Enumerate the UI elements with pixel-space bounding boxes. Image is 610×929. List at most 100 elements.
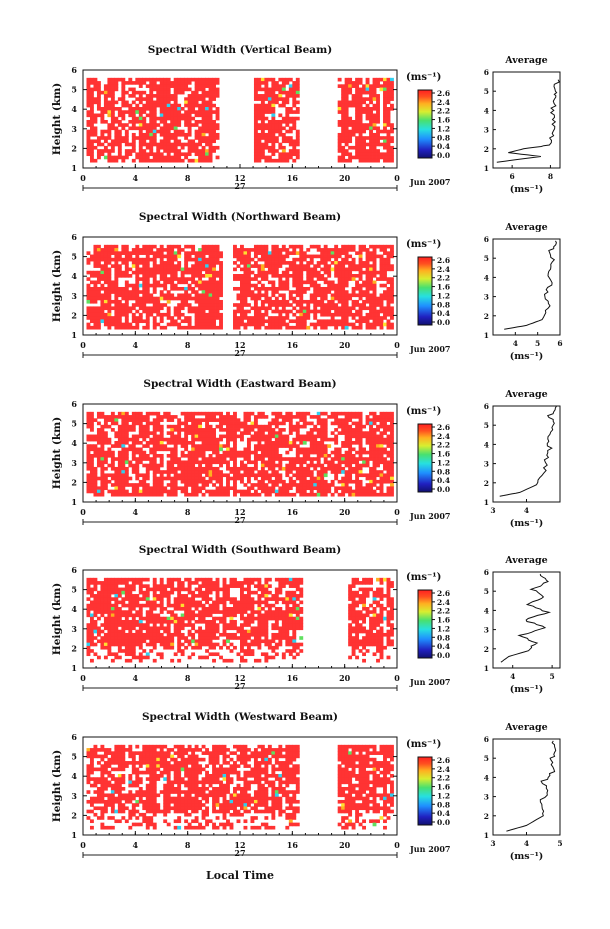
heatmap-cell (212, 483, 216, 487)
heatmap-cell (362, 489, 366, 494)
heatmap-cell (93, 319, 98, 324)
heatmap-cell (369, 309, 373, 314)
heatmap-cell (142, 473, 147, 478)
heatmap-cell (152, 103, 157, 108)
heatmap-cell (145, 283, 150, 288)
heatmap-cell (138, 303, 143, 307)
heatmap-cell (166, 248, 171, 252)
heatmap-cell (271, 290, 276, 294)
heatmap-cell (390, 486, 394, 491)
heatmap-cell (96, 411, 101, 416)
heatmap-cell (166, 277, 171, 281)
heatmap-cell (163, 142, 168, 147)
heatmap-cell (201, 267, 206, 272)
heatmap-cell (344, 325, 349, 330)
heatmap-cell (117, 155, 122, 160)
heatmap-cell (184, 325, 189, 330)
y-tick-label: 1 (71, 163, 77, 173)
heatmap-cell (100, 428, 105, 432)
heatmap-cell (180, 116, 185, 121)
heatmap-cell (205, 411, 209, 416)
heatmap-cell (274, 434, 279, 439)
heatmap-cell (246, 424, 251, 429)
heatmap-cell (295, 270, 300, 275)
heatmap-cell (253, 457, 258, 461)
heatmap-cell (180, 81, 185, 85)
heatmap-cell (215, 155, 220, 160)
x-tick-label: 12 (234, 507, 245, 517)
heatmap-cell (166, 470, 171, 474)
heatmap-cell (299, 296, 304, 301)
heatmap-cell (145, 84, 150, 88)
heatmap-cell (257, 296, 262, 301)
heatmap-cell (149, 158, 154, 163)
heatmap-cell (89, 290, 94, 294)
heatmap-cell (110, 103, 115, 108)
heatmap-cell (295, 267, 300, 272)
heatmap-cell (145, 466, 150, 471)
heatmap-cell (386, 94, 391, 98)
heatmap-cell (372, 136, 377, 140)
heatmap-cell (316, 418, 321, 422)
heatmap-cell (337, 270, 342, 275)
heatmap-cell (253, 264, 258, 268)
heatmap-cell (110, 418, 115, 422)
heatmap-cell (372, 309, 377, 314)
heatmap-cell (173, 132, 178, 137)
heatmap-cell (264, 296, 269, 301)
heatmap-cell (365, 87, 370, 92)
heatmap-cell (138, 94, 143, 98)
heatmap-cell (376, 139, 380, 144)
heatmap-cell (369, 155, 373, 160)
heatmap-cell (212, 94, 216, 98)
heatmap-cell (177, 251, 182, 255)
heatmap-cell (114, 277, 119, 281)
heatmap-cell (299, 476, 304, 481)
heatmap-cell (226, 486, 230, 491)
heatmap-cell (110, 428, 115, 432)
heatmap-cell (390, 473, 394, 478)
heatmap-cell (281, 286, 286, 291)
heatmap-cell (131, 142, 136, 147)
heatmap-cell (355, 466, 360, 471)
heatmap-cell (215, 280, 220, 285)
heatmap-cell (240, 274, 244, 278)
heatmap-cell (89, 142, 94, 147)
heatmap-cell (323, 411, 328, 416)
heatmap-cell (379, 492, 384, 497)
day-label: 27 (234, 181, 245, 191)
heatmap-cell (299, 325, 304, 330)
heatmap-cell (229, 437, 234, 442)
heatmap-cell (365, 267, 370, 272)
heatmap-cell (323, 434, 328, 439)
heatmap-cell (295, 293, 300, 298)
heatmap-cell (355, 312, 360, 317)
heatmap-cell (260, 479, 265, 484)
heatmap-cell (166, 418, 171, 422)
heatmap-cell (236, 453, 241, 458)
heatmap-cell (159, 441, 164, 445)
heatmap-cell (246, 274, 251, 278)
heatmap-cell (121, 489, 126, 494)
heatmap-cell (323, 244, 328, 249)
heatmap-cell (187, 463, 192, 468)
heatmap-cell (355, 450, 360, 455)
heatmap-cell (159, 418, 164, 422)
heatmap-cell (337, 421, 342, 426)
heatmap-cell (341, 87, 346, 92)
heatmap-cell (110, 476, 115, 481)
heatmap-cell (295, 434, 300, 439)
heatmap-cell (152, 479, 157, 484)
heatmap-cell (191, 441, 196, 445)
heatmap-cell (110, 463, 115, 468)
heatmap-cell (117, 257, 122, 262)
heatmap-cell (313, 437, 318, 442)
heatmap-cell (320, 322, 325, 327)
heatmap-cell (295, 457, 300, 461)
heatmap-cell (386, 107, 391, 111)
heatmap-cell (163, 277, 168, 281)
heatmap-cell (198, 155, 203, 160)
heatmap-cell (170, 248, 175, 252)
heatmap-cell (288, 136, 293, 140)
heatmap-cell (163, 447, 168, 452)
